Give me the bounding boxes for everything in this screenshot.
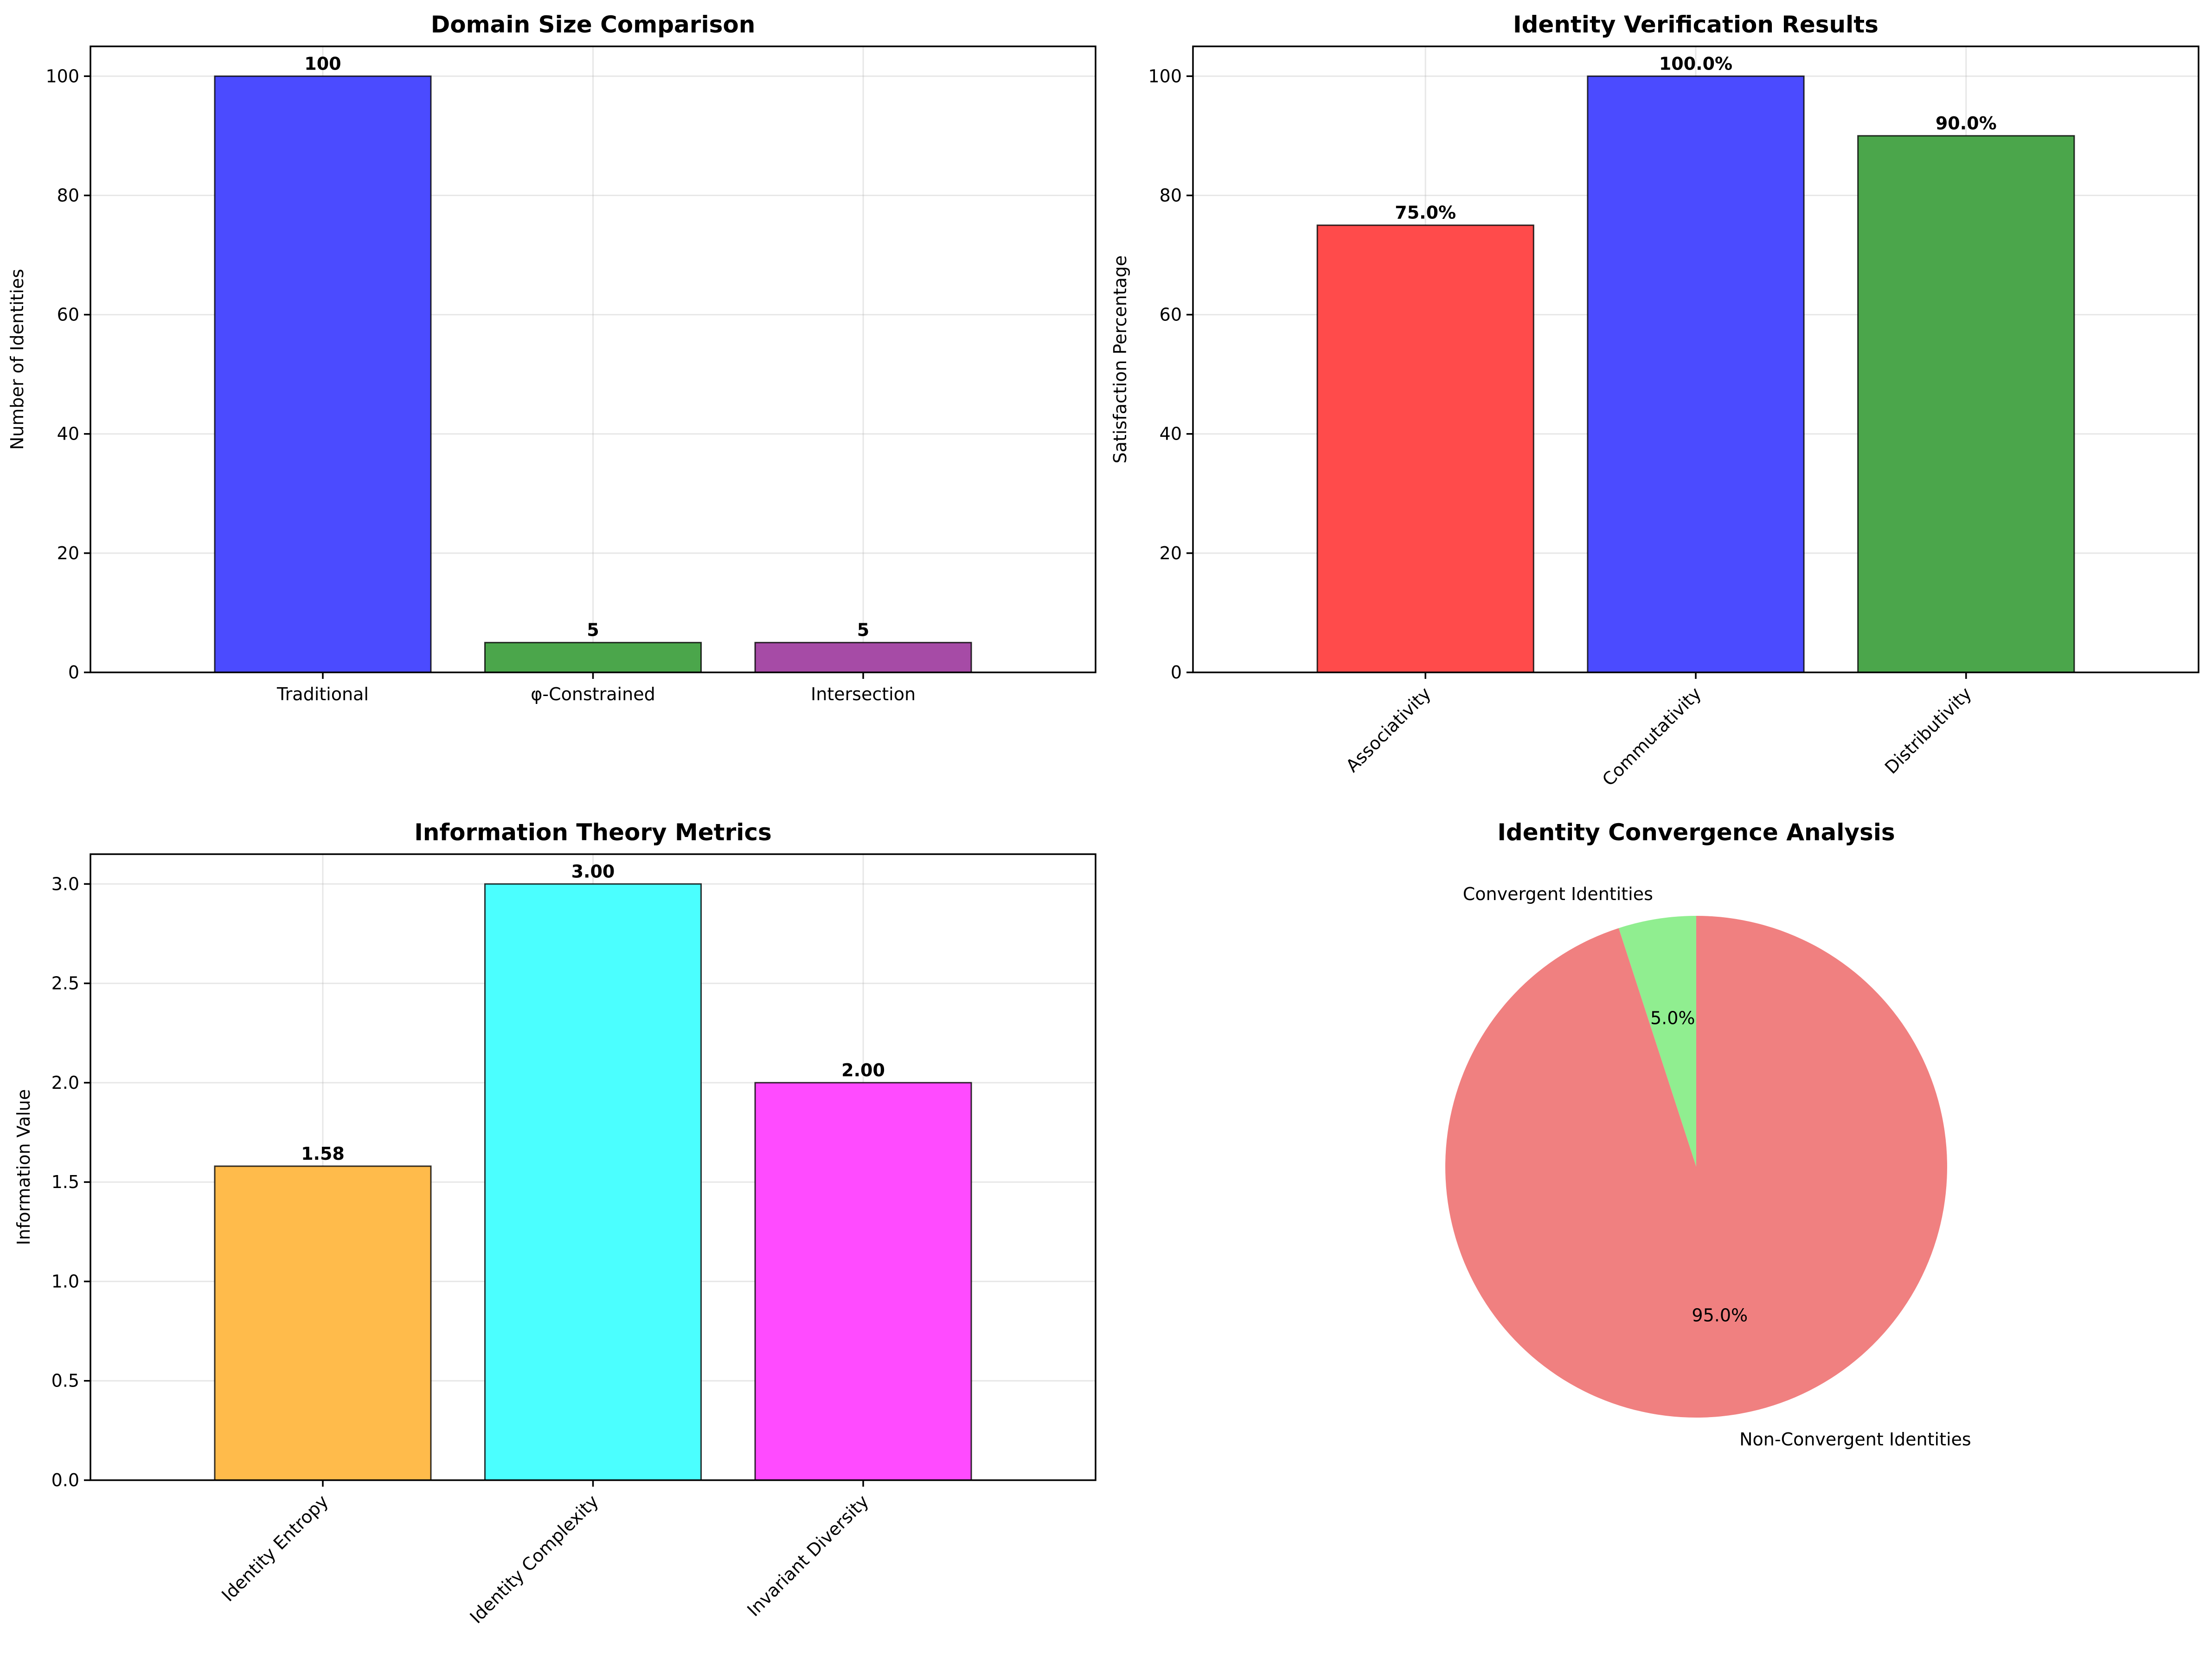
pie-label: Convergent Identities [1463,884,1653,904]
y-tick-label: 80 [57,185,79,205]
y-tick-label: 0 [68,662,79,683]
bar [1857,135,2075,673]
y-tick-label: 100 [1148,66,1182,86]
y-tick-label: 60 [57,305,79,325]
bar [484,883,702,1481]
y-tick-label: 1.0 [51,1271,79,1291]
x-tick-label: Associativity [1342,683,1435,776]
y-tick-label: 20 [57,543,79,563]
bar [1316,224,1534,673]
y-tick-label: 0.0 [51,1470,79,1490]
bar-value-label: 90.0% [1936,113,1997,134]
bar-value-label: 2.00 [841,1060,885,1080]
bar-value-label: 75.0% [1395,203,1456,223]
x-tick-label: Identity Entropy [218,1491,332,1605]
x-tick-label: Commutativity [1598,683,1705,790]
bar-chart-1: Domain Size Comparison 0 20 40 60 80 100 100 5 5 T… [7,11,1096,704]
y-tick-label: 2.5 [51,973,79,994]
pie-pct-label: 5.0% [1650,1008,1695,1028]
plot-frame [1192,45,2199,673]
pie-label: Non-Convergent Identities [1739,1429,1971,1450]
plot-frame [90,45,1096,673]
y-tick-label: 80 [1160,185,1182,205]
bar [484,642,702,673]
y-tick-label: 60 [1160,305,1182,325]
pie-slice [1618,916,1696,1167]
bar [754,1082,972,1481]
y-axis-label: Information Value [13,1089,34,1245]
bar-value-label: 5 [857,620,869,640]
x-tick-label: Intersection [811,684,916,704]
bar [214,75,432,673]
y-tick-label: 40 [1160,424,1182,444]
bar [754,642,972,673]
y-tick-label: 1.5 [51,1172,79,1192]
x-tick-label: Invariant Diversity [743,1491,872,1620]
y-tick-label: 100 [45,66,79,86]
bar-value-label: 3.00 [571,861,615,882]
y-axis-label: Satisfaction Percentage [1110,256,1130,464]
pie-pct-label: 95.0% [1692,1305,1748,1326]
y-tick-label: 0 [1171,662,1182,683]
x-tick-label: Distributivity [1881,683,1975,778]
pie-slice [1445,915,1948,1418]
bar-chart-3: Information Theory Metrics 0.0 0.5 1.0 1.5 2.… [13,819,1096,1628]
bar-chart-2: Identity Verification Results 0 20 40 60 80 10… [1110,11,2199,790]
x-tick-label: φ-Constrained [531,684,655,704]
y-axis-label: Number of Identities [7,269,27,450]
bar-value-label: 100 [304,53,341,74]
y-tick-label: 40 [57,424,79,444]
bar [1587,75,1805,673]
bar-value-label: 5 [587,620,599,640]
x-tick-label: Traditional [276,684,369,704]
bar-value-label: 1.58 [301,1144,345,1164]
y-tick-label: 0.5 [51,1371,79,1391]
y-tick-label: 2.0 [51,1073,79,1093]
chart-title: Information Theory Metrics [414,819,772,846]
chart-title: Identity Convergence Analysis [1497,819,1895,846]
pie-chart: Identity Convergence Analysis Convergent … [1445,819,1971,1450]
bar-value-label: 100.0% [1659,53,1732,74]
y-tick-label: 20 [1160,543,1182,563]
plot-frame [90,853,1096,1481]
chart-title: Identity Verification Results [1513,11,1879,38]
bar [214,1165,432,1481]
chart-title: Domain Size Comparison [431,11,756,38]
y-tick-label: 3.0 [51,874,79,894]
x-tick-label: Identity Complexity [466,1491,602,1627]
